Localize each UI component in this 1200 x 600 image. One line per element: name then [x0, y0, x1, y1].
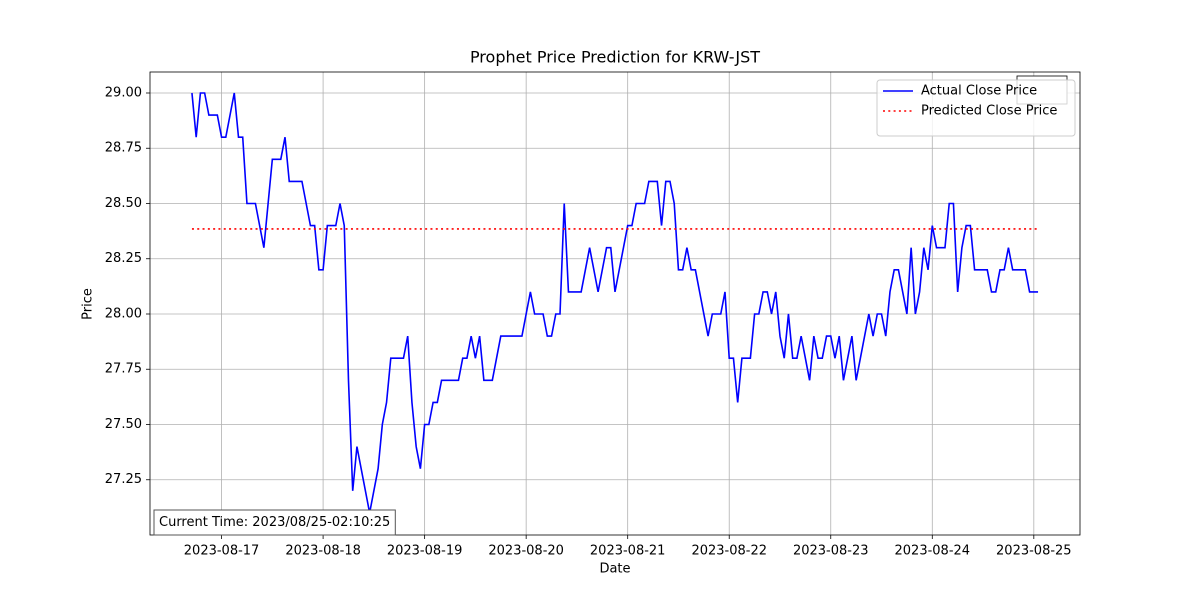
x-tick-label: 2023-08-21 — [590, 544, 666, 559]
series-line — [191, 92, 1039, 514]
y-tick-label: 27.50 — [105, 417, 142, 432]
y-tick-label: 28.75 — [105, 141, 142, 156]
legend-label: Actual Close Price — [921, 84, 1037, 99]
x-axis-label: Date — [599, 562, 630, 577]
axes-frame — [149, 71, 1081, 536]
y-tick-label: 27.75 — [105, 362, 142, 377]
legend-box — [876, 79, 1076, 137]
x-tick-label: 2023-08-17 — [184, 544, 260, 559]
x-tick-label: 2023-08-23 — [793, 544, 869, 559]
annotation-box — [153, 509, 396, 536]
legend-label: Predicted Close Price — [921, 104, 1057, 119]
x-tick-label: 2023-08-24 — [895, 544, 971, 559]
y-tick-label: 27.25 — [105, 472, 142, 487]
annotation: Current Time: 2023/08/25-02:10:25 — [159, 515, 390, 530]
y-tick-label: 28.00 — [105, 306, 142, 321]
x-tick-label: 2023-08-19 — [387, 544, 463, 559]
chart-title: Prophet Price Prediction for KRW-JST — [470, 48, 760, 67]
y-tick-label: 29.00 — [105, 85, 142, 100]
x-tick-label: 2023-08-25 — [996, 544, 1072, 559]
x-tick-label: 2023-08-22 — [691, 544, 767, 559]
x-tick-label: 2023-08-18 — [285, 544, 361, 559]
y-tick-label: 28.50 — [105, 196, 142, 211]
plot-area — [150, 72, 1080, 535]
y-tick-label: 28.25 — [105, 251, 142, 266]
y-axis-label: Price — [81, 288, 96, 320]
x-tick-label: 2023-08-20 — [488, 544, 564, 559]
